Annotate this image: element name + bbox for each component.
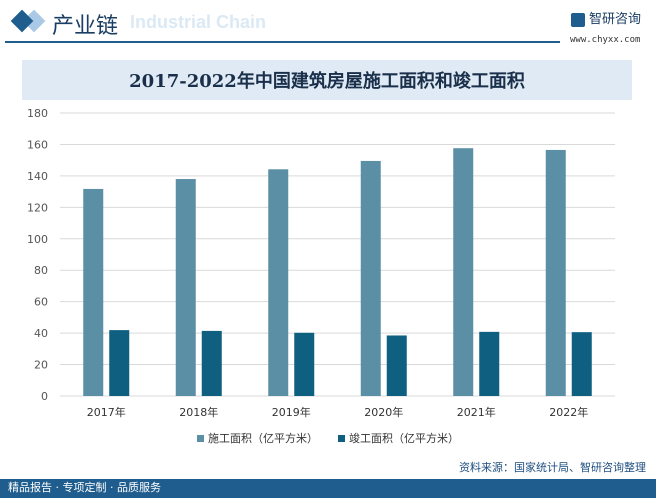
brand-logo: 智研咨询 [571, 12, 641, 28]
source-note: 资料来源：国家统计局、智研咨询整理 [459, 461, 646, 474]
legend-item-completed: 竣工面积（亿平方米） [338, 432, 459, 446]
footer-bar: 精品报告 · 专项定制 · 品质服务 [0, 479, 656, 498]
bar-construction [268, 169, 289, 396]
brand-name: 智研咨询 [589, 12, 642, 27]
y-tick-label: 160 [27, 138, 48, 151]
legend: 施工面积（亿平方米） 竣工面积（亿平方米） [0, 432, 656, 446]
x-tick-label: 2019年 [272, 405, 311, 419]
bar-completed [109, 330, 130, 396]
y-tick-label: 0 [41, 390, 48, 403]
y-tick-label: 20 [34, 359, 48, 372]
chart-title: 2017-2022年中国建筑房屋施工面积和竣工面积 [129, 71, 525, 92]
footer-text: 精品报告 · 专项定制 · 品质服务 [8, 481, 161, 494]
brand-url: www.chyxx.com [570, 35, 641, 45]
bar-construction [83, 188, 104, 396]
bar-construction [545, 149, 566, 396]
legend-swatch [197, 435, 204, 442]
x-tick-label: 2018年 [179, 405, 218, 419]
legend-swatch [338, 435, 345, 442]
y-tick-label: 60 [34, 296, 48, 309]
legend-label: 竣工面积（亿平方米） [349, 432, 459, 445]
section-title: 产业链 [52, 14, 119, 39]
bar-construction [360, 160, 381, 396]
y-tick-label: 180 [27, 107, 48, 120]
x-tick-label: 2021年 [457, 405, 496, 419]
bar-chart: 0 20 40 60 80 100 120 140 160 180 2017年 2018年 2019年 2… [27, 107, 615, 419]
x-tick-label: 2022年 [549, 405, 588, 419]
logo-icon [571, 13, 585, 27]
y-tick-label: 40 [34, 327, 48, 340]
bar-completed [479, 331, 500, 396]
y-tick-label: 140 [27, 170, 48, 183]
x-tick-label: 2017年 [87, 405, 126, 419]
section-title-en: Industrial Chain [130, 12, 267, 32]
bar-completed [386, 335, 407, 396]
bar-construction [453, 148, 474, 396]
bar-completed [571, 332, 592, 396]
diamond-icon [10, 9, 34, 33]
legend-item-construction: 施工面积（亿平方米） [197, 432, 318, 446]
legend-label: 施工面积（亿平方米） [208, 432, 318, 445]
bar-completed [201, 330, 222, 396]
y-tick-label: 100 [27, 233, 48, 246]
bar-construction [175, 179, 196, 396]
y-tick-label: 120 [27, 201, 48, 214]
y-tick-label: 80 [34, 264, 48, 277]
header: 产业链 Industrial Chain 智研咨询 www.chyxx.com [0, 0, 656, 50]
chart-title-box: 2017-2022年中国建筑房屋施工面积和竣工面积 [22, 60, 632, 100]
header-divider [5, 41, 560, 43]
x-tick-label: 2020年 [364, 405, 403, 419]
bar-completed [294, 332, 315, 396]
